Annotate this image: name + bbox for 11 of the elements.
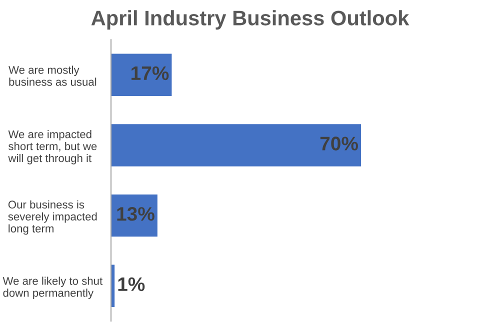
y-tick-label: We are impacted short term, but we will get through it [8, 130, 97, 164]
data-label: 17% [132, 66, 169, 80]
bar [111, 124, 361, 166]
data-label: 13% [117, 207, 154, 221]
y-tick-label: We are likely to shut down permanently [2, 276, 103, 300]
bar [111, 54, 172, 96]
chart-title: April Industry Business Outlook [91, 10, 410, 30]
y-tick-label: We are mostly business as usual [8, 66, 96, 86]
data-label: 1% [118, 277, 145, 292]
data-label: 70% [320, 136, 358, 150]
y-tick-label: Our business is severely impacted long term [8, 200, 97, 235]
